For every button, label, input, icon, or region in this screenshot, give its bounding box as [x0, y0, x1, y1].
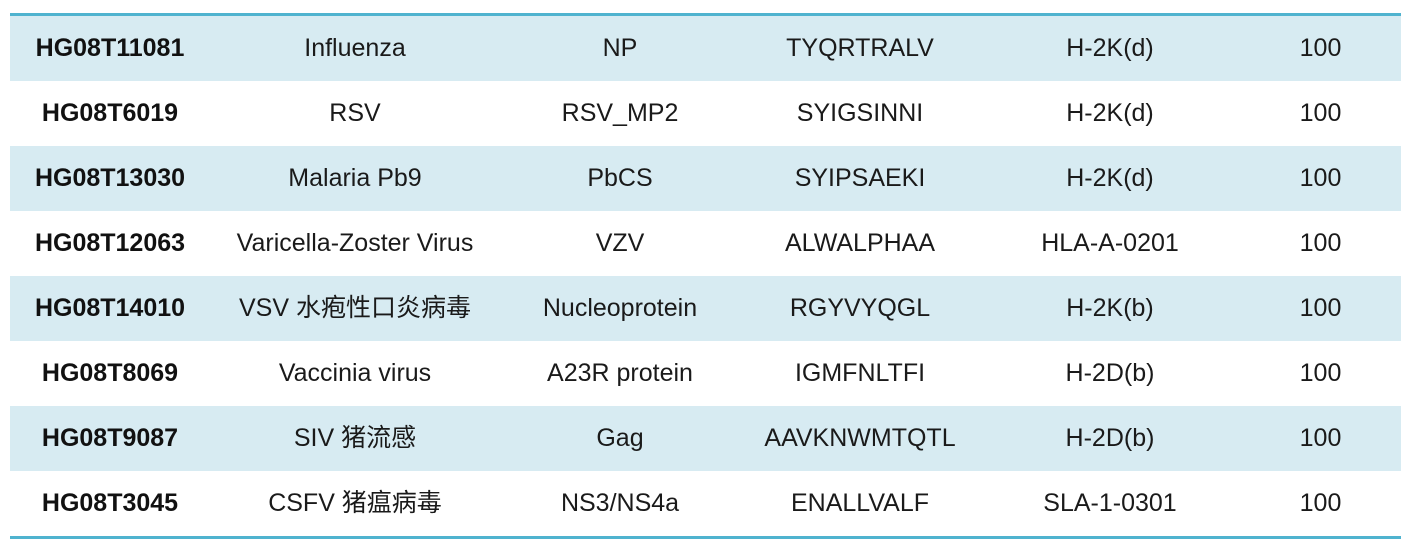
antigen-cell: RSV_MP2	[561, 99, 679, 127]
pathogen-cell: Malaria Pb9	[288, 164, 422, 192]
table-row: HG08T14010 VSV 水疱性口炎病毒 Nucleoprotein RGYVYQ…	[10, 276, 1401, 341]
table-row: HG08T12063 Varicella-Zoster Virus VZV ALWAL…	[10, 211, 1401, 276]
mhc-allele-cell: H-2D(b)	[1065, 359, 1155, 387]
pathogen-cell: Vaccinia virus	[278, 359, 432, 387]
quantity-cell: 100	[1299, 164, 1342, 192]
product-code-cell: HG08T3045	[41, 489, 179, 517]
pathogen-cell: Varicella-Zoster Virus	[236, 229, 474, 257]
quantity-cell: 100	[1299, 359, 1342, 387]
pathogen-cell: RSV	[329, 99, 381, 127]
product-code-cell: HG08T6019	[41, 99, 179, 127]
table-row: HG08T13030 Malaria Pb9 PbCS SYIPSAEKI H-2K(d…	[10, 146, 1401, 211]
quantity-cell: 100	[1299, 34, 1342, 62]
antigen-cell: NS3/NS4a	[560, 489, 680, 517]
mhc-allele-cell: H-2K(d)	[1066, 99, 1154, 127]
mhc-allele-cell: HLA-A-0201	[1041, 229, 1179, 257]
antigen-cell: Nucleoprotein	[542, 294, 698, 322]
pathogen-cell: Influenza	[304, 34, 406, 62]
table-row: HG08T6019 RSV RSV_MP2 SYIGSINNI H-2K(d) 100	[10, 81, 1401, 146]
mhc-allele-cell: H-2K(d)	[1066, 164, 1154, 192]
product-table: HG08T11081 Influenza NP TYQRTRALV H-2K(d) 100…	[10, 13, 1401, 539]
table-row: HG08T9087 SIV 猪流感 Gag AAVKNWMTQTL H-2D(b) 100	[10, 406, 1401, 471]
antigen-cell: Gag	[596, 424, 644, 452]
quantity-cell: 100	[1299, 294, 1342, 322]
quantity-cell: 100	[1299, 99, 1342, 127]
table-bottom-rule	[10, 536, 1401, 539]
table-top-rule	[10, 13, 1401, 16]
peptide-sequence-cell: ENALLVALF	[790, 489, 930, 517]
pathogen-cell: SIV 猪流感	[293, 424, 417, 452]
table-row: HG08T11081 Influenza NP TYQRTRALV H-2K(d) 100	[10, 16, 1401, 81]
product-code-cell: HG08T13030	[34, 164, 186, 192]
mhc-allele-cell: SLA-1-0301	[1043, 489, 1177, 517]
product-code-cell: HG08T11081	[35, 34, 185, 62]
antigen-cell: VZV	[595, 229, 645, 257]
pathogen-cell: CSFV 猪瘟病毒	[268, 489, 442, 517]
peptide-sequence-cell: SYIGSINNI	[796, 99, 924, 127]
table-row: HG08T8069 Vaccinia virus A23R protein IGMFN…	[10, 341, 1401, 406]
table-row: HG08T3045 CSFV 猪瘟病毒 NS3/NS4a ENALLVALF SLA-1…	[10, 471, 1401, 536]
peptide-sequence-cell: RGYVYQGL	[789, 294, 931, 322]
quantity-cell: 100	[1299, 424, 1342, 452]
product-code-cell: HG08T9087	[41, 424, 179, 452]
antigen-cell: PbCS	[587, 164, 653, 192]
product-code-cell: HG08T12063	[34, 229, 186, 257]
peptide-sequence-cell: IGMFNLTFI	[794, 359, 926, 387]
mhc-allele-cell: H-2D(b)	[1065, 424, 1155, 452]
quantity-cell: 100	[1299, 489, 1342, 517]
quantity-cell: 100	[1299, 229, 1342, 257]
table-body: HG08T11081 Influenza NP TYQRTRALV H-2K(d) 100…	[10, 16, 1401, 536]
antigen-cell: A23R protein	[547, 359, 693, 387]
mhc-allele-cell: H-2K(d)	[1066, 34, 1154, 62]
peptide-sequence-cell: SYIPSAEKI	[794, 164, 926, 192]
product-code-cell: HG08T14010	[34, 294, 186, 322]
peptide-sequence-cell: AAVKNWMTQTL	[764, 424, 956, 452]
peptide-sequence-cell: TYQRTRALV	[786, 34, 934, 62]
mhc-allele-cell: H-2K(b)	[1066, 294, 1154, 322]
peptide-sequence-cell: ALWALPHAA	[784, 229, 936, 257]
product-code-cell: HG08T8069	[41, 359, 179, 387]
antigen-cell: NP	[602, 34, 638, 62]
pathogen-cell: VSV 水疱性口炎病毒	[239, 294, 471, 322]
